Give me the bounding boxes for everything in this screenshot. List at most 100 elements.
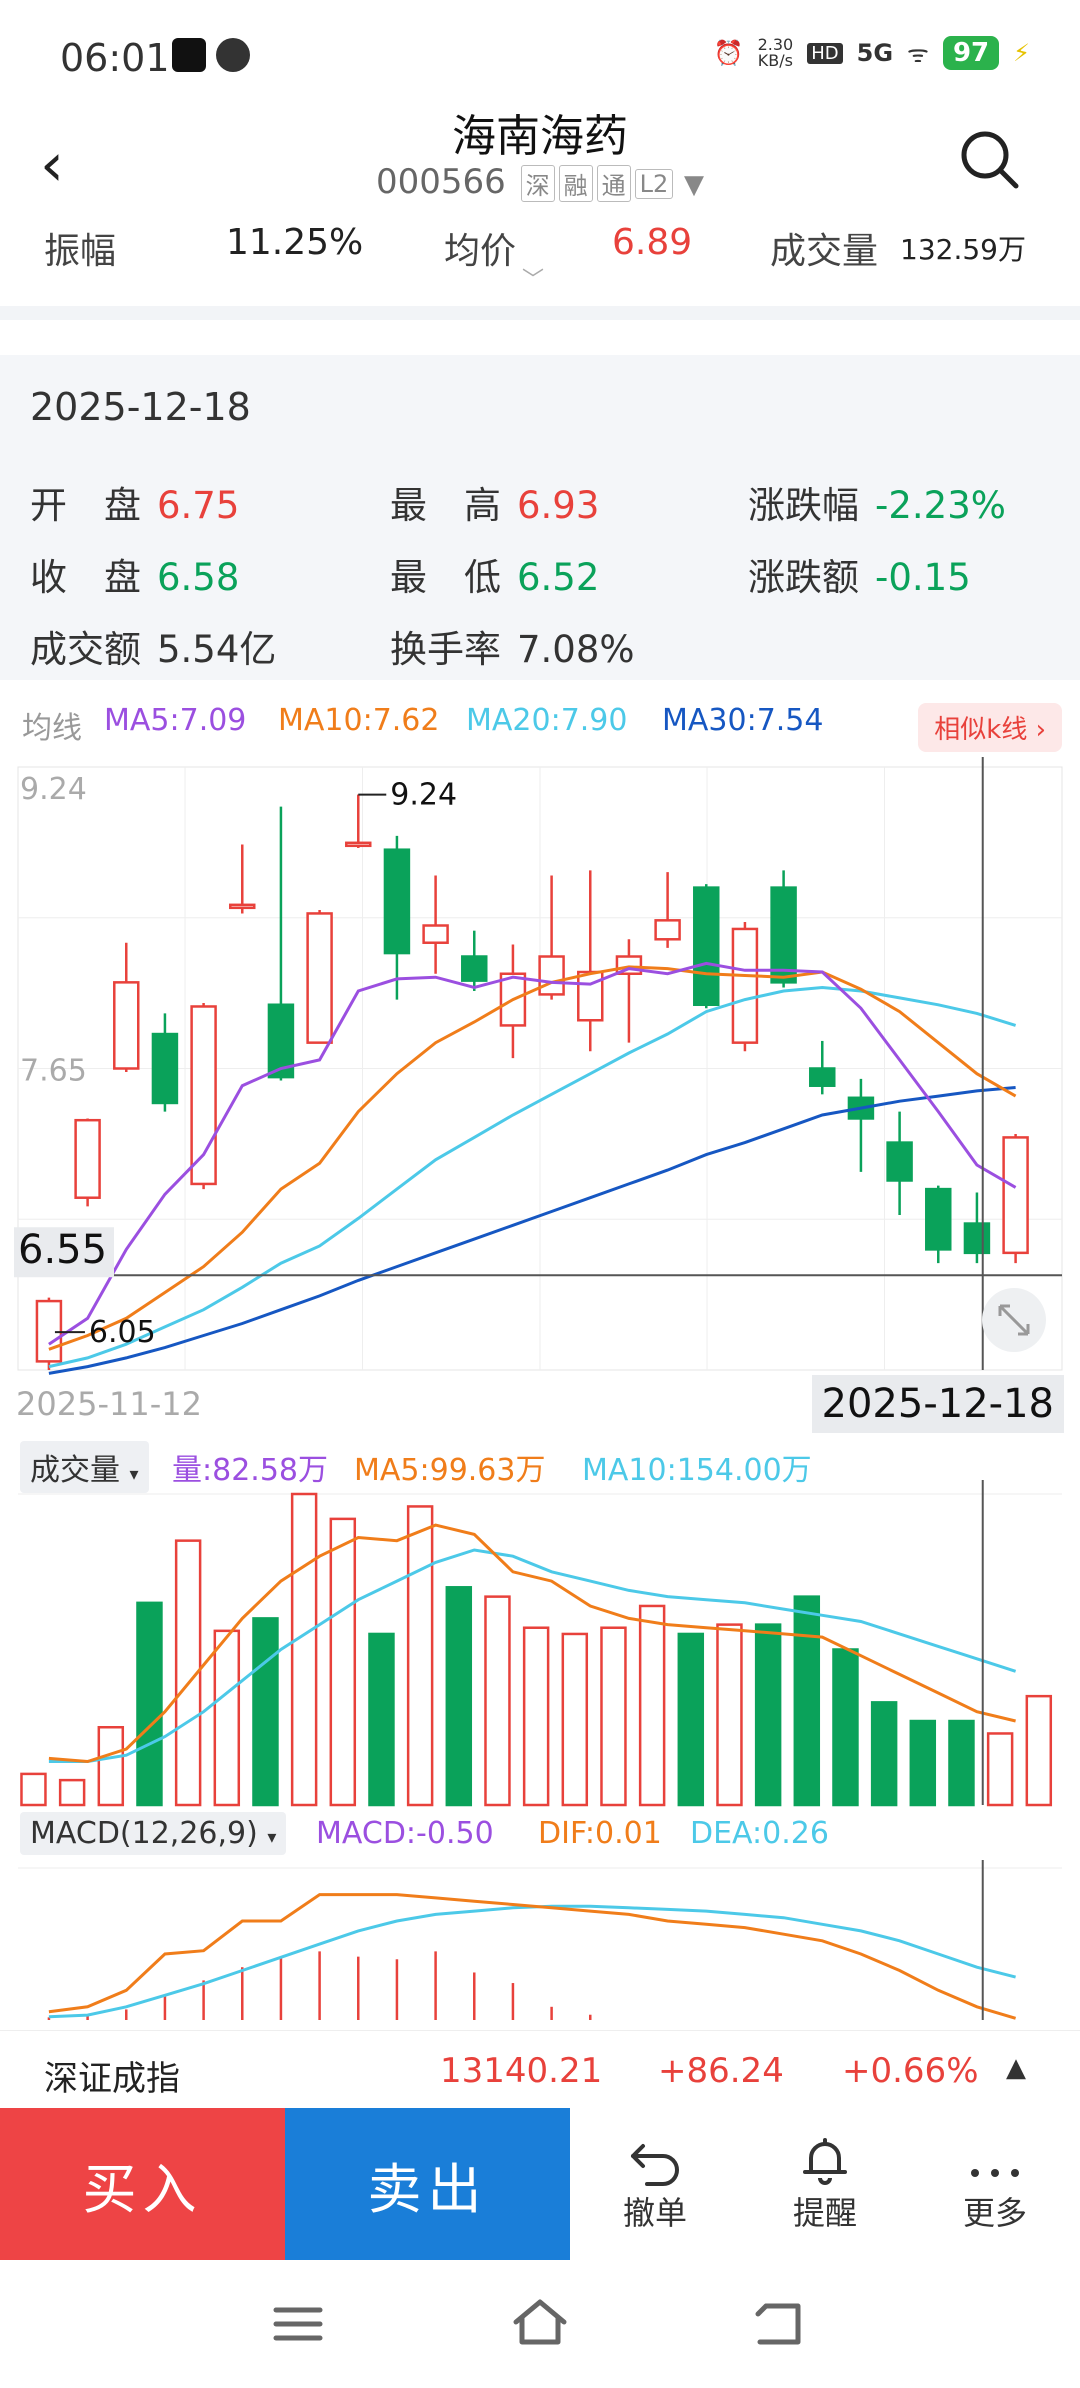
volume-bar — [368, 1632, 395, 1807]
max-price-label: 9.24 — [390, 778, 457, 813]
volume-bar — [522, 1626, 550, 1807]
expand-up-icon[interactable]: ▲ — [1006, 2053, 1026, 2083]
volume-indicator-label: 成交量 — [30, 1453, 120, 1488]
candle-info-panel: 2025-12-18 开 盘 6.75 最 高 6.93 涨跌幅 -2.23% 收 盘… — [0, 355, 1080, 680]
candle — [190, 1005, 217, 1186]
expand-chevron-icon[interactable]: ﹀ — [522, 268, 545, 293]
candle — [229, 903, 256, 910]
volume-bar — [136, 1601, 163, 1807]
volume-bar — [870, 1701, 898, 1807]
ma5-value: MA5:7.09 — [104, 703, 247, 738]
low-value: 6.52 — [517, 556, 600, 599]
volume-bar — [174, 1539, 202, 1807]
crosshair-price-box — [14, 1227, 114, 1278]
tag-l2: L2 — [634, 168, 674, 199]
tag-rong: 融 — [558, 165, 593, 202]
date-start: 2025-11-12 — [16, 1385, 202, 1423]
battery-icon: 97 — [942, 36, 1000, 70]
cancel-order-button[interactable]: 撤单 — [570, 2108, 740, 2260]
candle — [151, 1032, 179, 1105]
tag-shen: 深 — [520, 165, 555, 202]
volume-ma5: MA5:99.63万 — [354, 1453, 546, 1488]
app-notify-icon — [216, 38, 250, 72]
more-button[interactable]: 更多 — [910, 2108, 1080, 2260]
macd-indicator-label: MACD(12,26,9) — [30, 1816, 258, 1851]
ma20-value: MA20:7.90 — [466, 703, 628, 738]
stock-code: 000566 — [375, 162, 506, 202]
alert-label: 提醒 — [792, 2194, 857, 2232]
index-value: 13140.21 — [440, 2051, 603, 2091]
volume-bar — [58, 1778, 86, 1807]
volume-chart[interactable] — [0, 1480, 1080, 1810]
candle — [74, 1118, 101, 1199]
alarm-icon: ⏰ — [713, 39, 744, 67]
dropdown-caret-icon[interactable]: ▼ — [684, 170, 705, 200]
search-icon[interactable] — [958, 128, 1020, 190]
y-tick-label: 7.65 — [20, 1054, 87, 1089]
stock-code-row: 000566 深融通 L2 ▼ — [0, 162, 1080, 202]
volume-bar — [406, 1505, 434, 1807]
volume-indicator-dropdown[interactable]: 成交量 ▾ — [20, 1441, 149, 1493]
volume-bar — [290, 1492, 318, 1807]
open-cell: 开 盘 6.75 — [30, 475, 239, 529]
sell-button[interactable]: 卖出 — [285, 2108, 570, 2260]
volume-bar — [986, 1732, 1014, 1807]
signal-icon: 5G — [856, 39, 894, 67]
volume-bar — [832, 1648, 859, 1807]
dea-value: DEA:0.26 — [690, 1816, 829, 1851]
ma10-value: MA10:7.62 — [278, 703, 440, 738]
candlestick-chart[interactable]: 9.24 7.65 9.24 6.05 6.55 — [0, 755, 1080, 1375]
ma20-line — [48, 985, 1017, 1369]
dif-line — [48, 1893, 1017, 2020]
info-date: 2025-12-18 — [30, 385, 251, 429]
volume-bar — [484, 1595, 511, 1807]
more-label: 更多 — [962, 2194, 1027, 2232]
volume-bar — [329, 1517, 357, 1807]
tag-tong: 通 — [596, 165, 631, 202]
volume-ma10-line — [48, 1548, 1017, 1763]
volume-bar — [97, 1726, 125, 1807]
high-value: 6.93 — [517, 484, 600, 527]
index-bar[interactable]: 深证成指 13140.21 +86.24 +0.66% ▲ — [0, 2030, 1080, 2109]
macd-indicator-dropdown[interactable]: MACD(12,26,9) ▾ — [20, 1812, 287, 1855]
net-speed: 2.30 KB/s — [757, 35, 794, 70]
candle — [538, 955, 565, 996]
volume-bar — [793, 1595, 821, 1807]
candle — [1002, 1136, 1029, 1255]
back-arrow-icon[interactable]: ‹ — [40, 130, 64, 200]
close-cell: 收 盘 6.58 — [30, 547, 239, 601]
low-cell: 最 低 6.52 — [390, 547, 599, 601]
change-pct-value: -2.23% — [875, 484, 1006, 527]
volume-value: 132.59万 — [900, 233, 1026, 266]
volume-bar — [716, 1623, 743, 1807]
volume-bar — [561, 1632, 589, 1807]
y-tick-label: 9.24 — [20, 772, 87, 807]
menu-icon[interactable] — [272, 2304, 324, 2344]
macd-chart[interactable] — [0, 1860, 1080, 2020]
back-nav-icon[interactable] — [752, 2300, 804, 2348]
stock-name: 海南海药 — [452, 111, 628, 162]
index-change-pct: +0.66% — [842, 2051, 979, 2091]
crosshair-date: 2025-12-18 — [811, 1375, 1064, 1433]
alert-button[interactable]: 提醒 — [740, 2108, 910, 2260]
min-price-label: 6.05 — [89, 1315, 156, 1350]
candle — [886, 1141, 913, 1182]
amplitude-value: 11.25% — [226, 222, 364, 263]
stats-row: 振幅 11.25% 均价 6.89 成交量 132.59万 ﹀ — [0, 210, 1080, 293]
turnover-value: 5.54亿 — [157, 628, 277, 671]
index-name: 深证成指 — [44, 2059, 180, 2099]
buy-button[interactable]: 买入 — [0, 2108, 285, 2260]
change-pct-cell: 涨跌幅 -2.23% — [748, 475, 1006, 529]
ma-legend-label: 均线 — [22, 711, 82, 746]
volume-bar — [677, 1632, 705, 1807]
home-icon[interactable] — [510, 2296, 570, 2348]
system-nav-bar — [0, 2260, 1080, 2388]
avg-price-value: 6.89 — [612, 222, 693, 263]
index-change: +86.24 — [658, 2051, 784, 2091]
ma5-line — [48, 961, 1017, 1346]
similar-kline-button[interactable]: 相似k线 › — [918, 703, 1062, 752]
volume-bar — [252, 1617, 279, 1807]
amplitude-label: 振幅 — [44, 231, 117, 272]
candle — [461, 955, 488, 982]
turnover-rate-value: 7.08% — [517, 628, 635, 671]
